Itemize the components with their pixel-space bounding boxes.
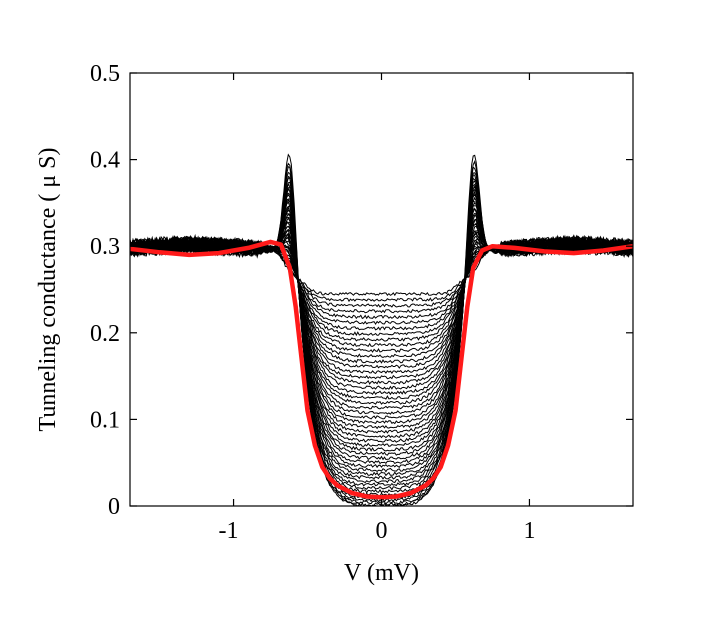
family-curve-line: [130, 234, 633, 297]
family-curve-line: [130, 180, 633, 494]
highlight-curve-line: [130, 239, 633, 500]
family-curve-line: [130, 236, 633, 364]
x-tick-label: 0: [376, 518, 388, 544]
family-curve-line: [130, 165, 633, 505]
y-tick-label: 0: [108, 494, 120, 520]
family-curve-line: [130, 187, 633, 484]
family-curve-line: [130, 185, 633, 487]
y-tick-label: 0.3: [90, 234, 120, 260]
family-curve-line: [130, 233, 633, 396]
tick-labels: -1 0 1 0 0.1 0.2 0.3 0.4 0.5: [90, 61, 535, 544]
y-tick-label: 0.2: [90, 321, 120, 347]
axis-ticks: [130, 72, 633, 507]
family-curve-line: [130, 182, 633, 491]
x-axis-label: V (mV): [344, 560, 419, 586]
y-tick-label: 0.5: [90, 61, 120, 87]
y-tick-label: 0.4: [90, 148, 120, 174]
curve-family: [130, 153, 633, 506]
family-curve-line: [130, 190, 633, 480]
family-curve-line: [130, 153, 633, 506]
highlight-curve-group: [130, 239, 633, 500]
family-curve-line: [130, 229, 633, 405]
family-curve-line: [130, 174, 633, 500]
x-tick-label: -1: [219, 518, 239, 544]
family-curve-line: [130, 234, 633, 308]
family-curve-line: [130, 237, 633, 380]
y-axis-label: Tunneling conductance ( μ S): [35, 148, 61, 432]
plot-frame: [129, 72, 634, 507]
family-curve-line: [130, 237, 633, 369]
y-tick-label: 0.1: [90, 407, 120, 433]
family-curve-line: [130, 234, 633, 314]
x-tick-label: 1: [523, 518, 535, 544]
